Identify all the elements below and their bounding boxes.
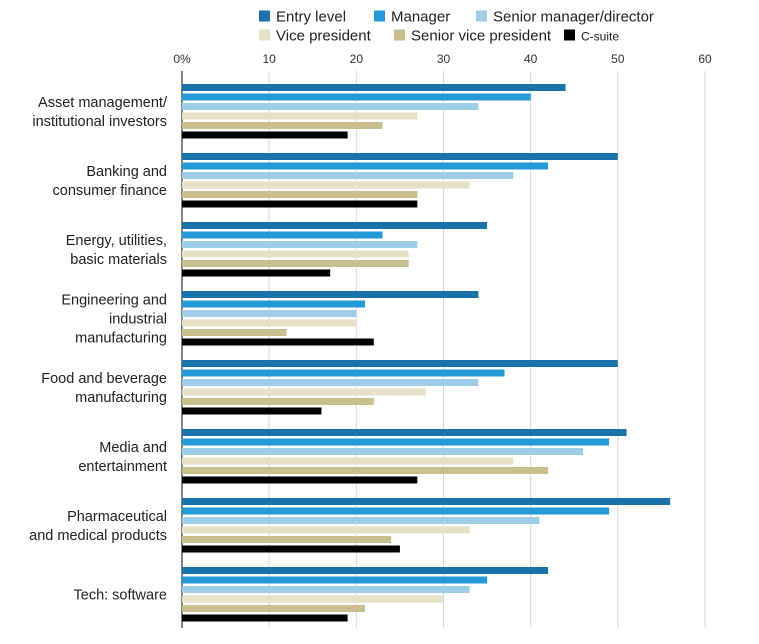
bar-1-0 [182,153,618,160]
legend-swatch-3 [259,29,270,41]
category-label: Banking and [86,164,167,180]
category-label: entertainment [78,459,167,475]
bar-4-2 [182,379,479,386]
bar-3-3 [182,319,357,327]
category-label: Tech: software [74,587,168,603]
bar-1-4 [182,191,418,198]
bar-5-4 [182,467,549,474]
bar-6-1 [182,507,610,515]
bar-1-2 [182,172,514,179]
bar-3-2 [182,310,357,317]
legend-label-1: Manager [391,9,450,26]
bar-6-4 [182,536,392,543]
bar-3-4 [182,329,287,336]
category-label: institutional investors [32,114,167,130]
category-label: Food and beverage [41,371,167,387]
bar-6-2 [182,517,540,524]
category-label: Pharmaceutical [67,509,167,525]
category-label: manufacturing [75,390,167,406]
bar-4-0 [182,360,618,367]
bar-5-3 [182,457,514,465]
bar-4-3 [182,388,427,396]
legend-label-5: C-suite [581,30,619,44]
x-tick-label: 40 [524,52,538,66]
category-label: consumer finance [53,183,167,199]
bar-5-1 [182,438,610,446]
x-tick-label: 10 [262,52,276,66]
category-label: basic materials [70,252,167,268]
bar-3-5 [182,338,374,346]
x-tick-label: 60 [698,52,712,66]
legend-swatch-0 [259,10,270,22]
bar-4-1 [182,369,505,377]
category-label: Media and [99,440,167,456]
bar-0-1 [182,93,531,101]
bar-3-0 [182,291,479,298]
bar-2-1 [182,231,383,239]
legend-swatch-4 [394,29,405,41]
bar-2-4 [182,260,409,267]
bar-6-3 [182,526,470,534]
bar-2-0 [182,222,488,229]
x-axis-ticks: 0% 10 20 30 40 50 60 [173,52,712,66]
category-label: industrial [109,311,167,327]
bar-7-4 [182,605,366,612]
legend-label-2: Senior manager/director [493,9,654,26]
x-tick-label: 50 [611,52,625,66]
bar-7-0 [182,567,549,574]
bar-5-2 [182,448,583,455]
legend-swatch-5 [564,29,575,41]
x-tick-label: 0% [173,52,191,66]
bar-6-5 [182,545,400,553]
category-labels: Asset management/institutional investors… [29,95,168,604]
x-tick-label: 30 [437,52,451,66]
bar-0-0 [182,84,566,91]
bar-0-2 [182,103,479,110]
category-label: Energy, utilities, [66,233,167,249]
x-tick-label: 20 [350,52,364,66]
bars [182,84,671,622]
category-label: manufacturing [75,330,167,346]
category-label: Engineering and [61,292,167,308]
bar-5-0 [182,429,627,436]
bar-7-3 [182,595,444,603]
bar-2-3 [182,250,409,258]
category-label: Asset management/ [38,95,168,111]
bar-7-2 [182,586,470,593]
bar-7-1 [182,576,488,584]
bar-0-3 [182,112,418,120]
legend-label-0: Entry level [276,9,346,26]
bar-3-1 [182,300,366,308]
legend-label-4: Senior vice president [411,28,552,45]
legend-label-3: Vice president [276,28,372,45]
legend-swatch-1 [374,10,385,22]
bar-4-5 [182,407,322,415]
legend: Entry level Manager Senior manager/directo… [259,9,654,45]
bar-1-3 [182,181,470,189]
bar-0-5 [182,131,348,139]
bar-2-2 [182,241,418,248]
bar-2-5 [182,269,331,277]
bar-1-1 [182,162,549,170]
bar-5-5 [182,476,418,484]
bar-4-4 [182,398,374,405]
bar-0-4 [182,122,383,129]
bar-1-5 [182,200,418,208]
bar-6-0 [182,498,671,505]
category-label: and medical products [29,528,167,544]
legend-swatch-2 [476,10,487,22]
bar-7-5 [182,614,348,622]
